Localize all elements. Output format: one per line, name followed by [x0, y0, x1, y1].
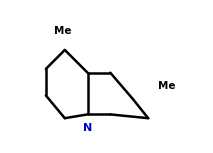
Text: Me: Me [158, 81, 176, 91]
Text: N: N [83, 123, 92, 133]
Text: Me: Me [54, 26, 72, 36]
